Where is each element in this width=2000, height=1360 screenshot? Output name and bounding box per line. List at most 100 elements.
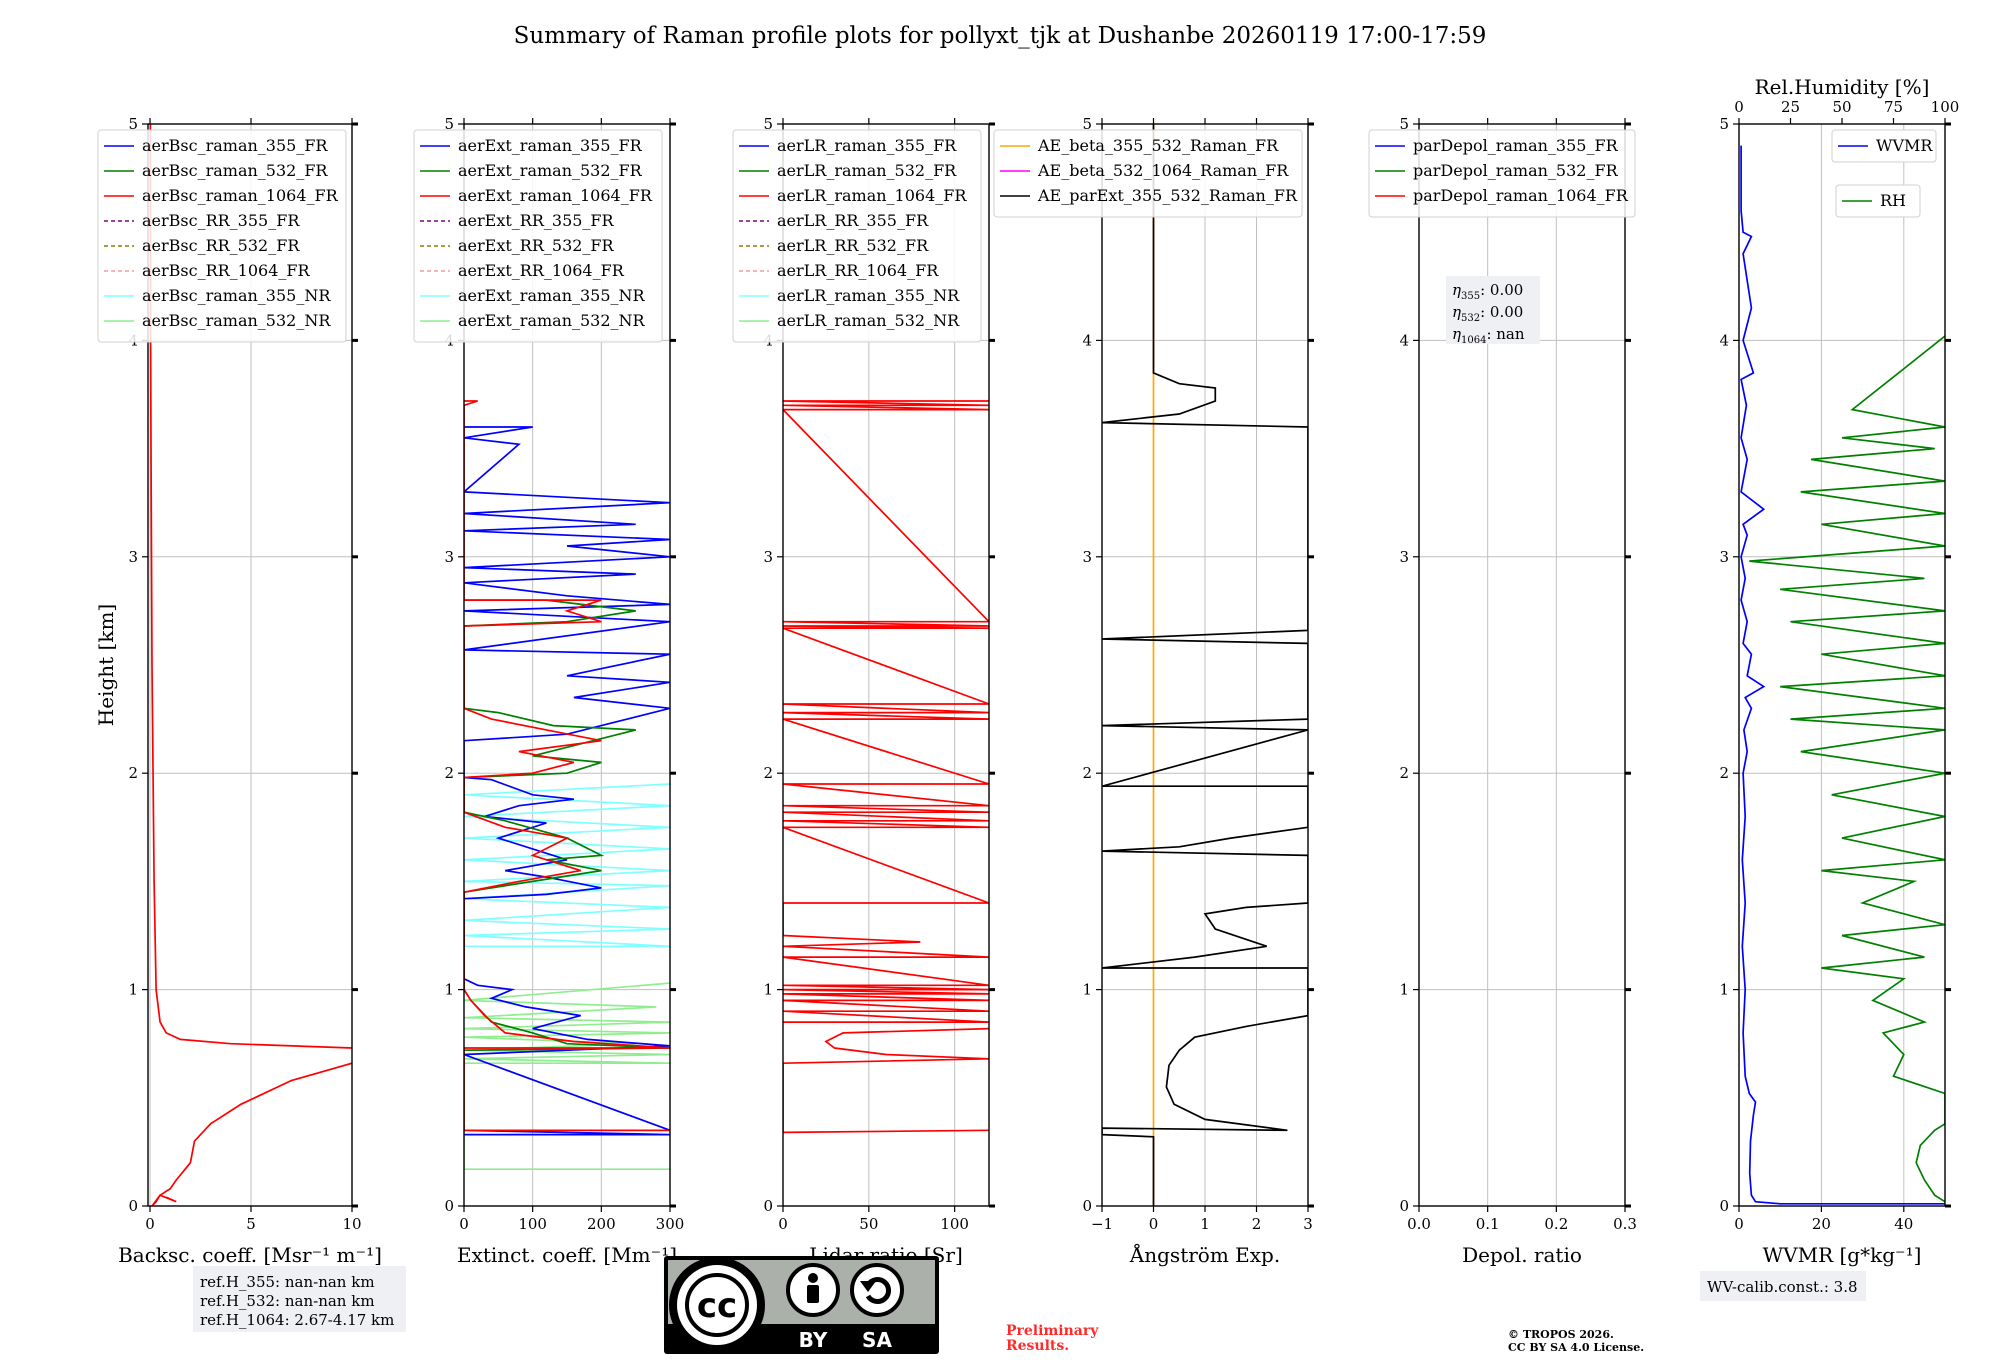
legend-label-ext: aerExt_raman_532_FR — [458, 161, 643, 180]
y-tick-label-lr: 5 — [763, 115, 773, 133]
x-tick-label-ang: 0 — [1149, 1215, 1159, 1233]
share-alike-icon-arrow — [865, 1277, 891, 1304]
series-group-lr — [783, 400, 989, 1134]
legend-label-wvmr: WVMR — [1876, 136, 1933, 155]
legend-label-lr: aerLR_RR_532_FR — [777, 236, 929, 255]
x-tick-label-ang: 2 — [1252, 1215, 1262, 1233]
ref-height-box-bg — [193, 1266, 406, 1332]
copyright-line-2: CC BY SA 4.0 License. — [1508, 1341, 1644, 1354]
legend-label-bsc: aerBsc_raman_1064_FR — [142, 186, 339, 205]
legend-label-ext: aerExt_RR_355_FR — [458, 211, 615, 230]
legend-label-rh: RH — [1880, 191, 1906, 210]
axes-frame-lr — [782, 123, 990, 1207]
x-axis-label-depol: Depol. ratio — [1462, 1243, 1582, 1267]
legend-label-ang: AE_beta_532_1064_Raman_FR — [1037, 161, 1289, 180]
legend-label-lr: aerLR_RR_355_FR — [777, 211, 929, 230]
y-tick-label-depol: 1 — [1399, 981, 1409, 999]
x-axis-label-bsc: Backsc. coeff. [Msr⁻¹ m⁻¹] — [118, 1243, 382, 1267]
legend-label-bsc: aerBsc_raman_355_NR — [142, 286, 331, 305]
x-tick-label-wv: 0 — [1734, 1215, 1744, 1233]
y-tick-label-wv: 5 — [1719, 115, 1729, 133]
y-tick-label-bsc: 5 — [128, 115, 138, 133]
x-tick-label-ext: 300 — [656, 1215, 685, 1233]
legend-box-rh — [1835, 184, 1921, 218]
y-tick-label-wv: 4 — [1719, 331, 1729, 349]
wv-calib-box-bg — [1700, 1271, 1866, 1301]
legend-label-bsc: aerBsc_raman_532_NR — [142, 311, 331, 330]
y-tick-label-bsc: 2 — [128, 764, 138, 782]
top-tick-label-wv: 0 — [1734, 98, 1744, 116]
y-tick-label-bsc: 0 — [128, 1197, 138, 1215]
y-tick-label-lr: 2 — [763, 764, 773, 782]
x-tick-label-ang: 1 — [1200, 1215, 1210, 1233]
legend-label-ext: aerExt_RR_532_FR — [458, 236, 615, 255]
wv-calib-box: WV-calib.const.: 3.8 — [1700, 1271, 1866, 1301]
legend-box-depol — [1368, 129, 1636, 218]
legend-label-lr: aerLR_raman_355_FR — [777, 136, 957, 155]
preliminary-line-2: Results. — [1006, 1338, 1069, 1354]
x-tick-label-bsc: 0 — [145, 1215, 155, 1233]
legend-label-bsc: aerBsc_raman_355_FR — [142, 136, 328, 155]
x-tick-label-ang: 3 — [1303, 1215, 1313, 1233]
legend-box-wvmr — [1831, 129, 1937, 163]
top-tick-label-wv: 100 — [1931, 98, 1960, 116]
legend-label-depol: parDepol_raman_1064_FR — [1413, 186, 1629, 205]
legend-box-ext — [413, 129, 663, 343]
y-tick-label-lr: 0 — [763, 1197, 773, 1215]
attribution-icon-head — [808, 1273, 818, 1283]
license-by-label: BY — [799, 1328, 828, 1352]
series-aerExt_raman_532_NR — [464, 982, 670, 1171]
legend-box-bsc — [97, 129, 347, 343]
legend-label-lr: aerLR_raman_1064_FR — [777, 186, 967, 205]
y-tick-label-wv: 2 — [1719, 764, 1729, 782]
legend-label-bsc: aerBsc_raman_532_FR — [142, 161, 328, 180]
legend-label-bsc: aerBsc_RR_532_FR — [142, 236, 300, 255]
y-tick-label-wv: 3 — [1719, 548, 1729, 566]
y-tick-label-ang: 4 — [1082, 331, 1092, 349]
y-tick-label-depol: 3 — [1399, 548, 1409, 566]
legend-label-ext: aerExt_raman_532_NR — [458, 311, 646, 330]
eta-355: η355: 0.00 — [1452, 281, 1523, 302]
ref-height-355: ref.H_355: nan-nan km — [200, 1273, 375, 1291]
x-tick-label-depol: 0.2 — [1544, 1215, 1568, 1233]
top-tick-label-wv: 50 — [1832, 98, 1851, 116]
axes-frame-bsc — [147, 123, 353, 1207]
legend-label-bsc: aerBsc_RR_1064_FR — [142, 261, 311, 280]
x-tick-label-depol: 0.3 — [1613, 1215, 1637, 1233]
y-tick-label-wv: 1 — [1719, 981, 1729, 999]
y-tick-label-ang: 2 — [1082, 764, 1092, 782]
y-tick-label-ext: 5 — [444, 115, 454, 133]
series-AE_parExt_355_532_Raman_FR — [1102, 124, 1308, 1206]
depol-eta-box: η355: 0.00 η532: 0.00 η1064: nan — [1446, 276, 1540, 346]
series-aerExt_raman_1064_FR — [464, 400, 670, 1132]
legend-label-lr: aerLR_RR_1064_FR — [777, 261, 939, 280]
x-tick-label-ext: 0 — [459, 1215, 469, 1233]
legend-label-lr: aerLR_raman_355_NR — [777, 286, 960, 305]
share-alike-icon — [850, 1263, 904, 1317]
panel-wv: 0 20 40 0 1 2 3 4 5 WVMR [g*kg⁻¹] 0 25 50 75 100Rel.Hu… — [1719, 75, 1959, 1267]
y-tick-label-lr: 1 — [763, 981, 773, 999]
x-tick-label-ext: 100 — [518, 1215, 547, 1233]
panels: 0510012345Backsc. coeff. [Msr⁻¹ m⁻¹]Heig… — [94, 75, 1959, 1267]
panel-lr: 050100012345Lidar ratio [Sr]aerLR_raman_… — [732, 115, 995, 1267]
y-tick-label-wv: 0 — [1719, 1197, 1729, 1215]
panel-ext: 0100200300012345Extinct. coeff. [Mm⁻¹]ae… — [413, 115, 685, 1267]
x-axis-label-wv: WVMR [g*kg⁻¹] — [1763, 1243, 1922, 1267]
attribution-icon-body — [807, 1285, 819, 1303]
series-group-wv — [1740, 145, 1945, 1205]
ref-height-box: ref.H_355: nan-nan km ref.H_532: nan-nan… — [193, 1266, 406, 1332]
legend-label-ang: AE_parExt_355_532_Raman_FR — [1037, 186, 1298, 205]
legend-label-ext: aerExt_raman_355_FR — [458, 136, 643, 155]
x-tick-label-depol: 0.0 — [1407, 1215, 1431, 1233]
license-sa-label: SA — [862, 1328, 892, 1352]
cc-logo-text: cc — [697, 1286, 737, 1326]
legend-label-ext: aerExt_raman_1064_FR — [458, 186, 653, 205]
series-aerExt_raman_355_NR — [464, 783, 670, 948]
panel-bsc: 0510012345Backsc. coeff. [Msr⁻¹ m⁻¹]Heig… — [94, 115, 382, 1267]
y-tick-label-ext: 0 — [444, 1197, 454, 1215]
x-tick-label-ang: −1 — [1091, 1215, 1113, 1233]
legend-label-lr: aerLR_raman_532_NR — [777, 311, 960, 330]
y-tick-label-bsc: 1 — [128, 981, 138, 999]
y-tick-label-depol: 4 — [1399, 331, 1409, 349]
top-tick-label-wv: 25 — [1781, 98, 1800, 116]
